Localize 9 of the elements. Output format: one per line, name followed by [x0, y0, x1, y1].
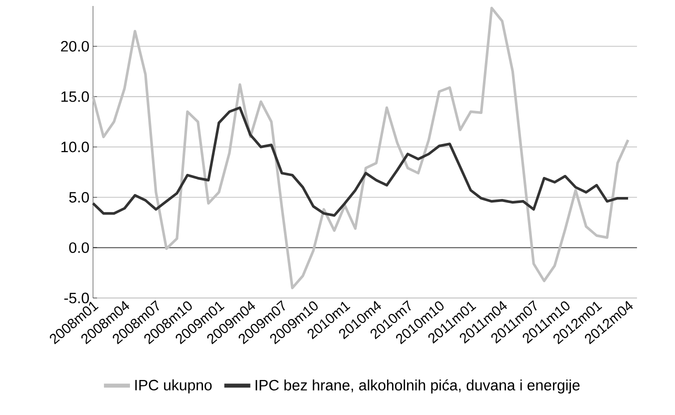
- y-tick-label: 15.0: [61, 91, 89, 102]
- legend-label: IPC ukupno: [135, 379, 212, 394]
- legend-label: IPC bez hrane, alkoholnih pića, duvana i energije: [256, 379, 580, 394]
- y-tick-label: 10.0: [61, 142, 89, 152]
- y-tick-label: -5.0: [64, 292, 89, 304]
- line-series: [92, 106, 630, 217]
- y-tick-label: 20.0: [61, 40, 89, 52]
- y-tick-label: 0.0: [69, 242, 89, 253]
- y-tick-label: 5.0: [69, 192, 89, 203]
